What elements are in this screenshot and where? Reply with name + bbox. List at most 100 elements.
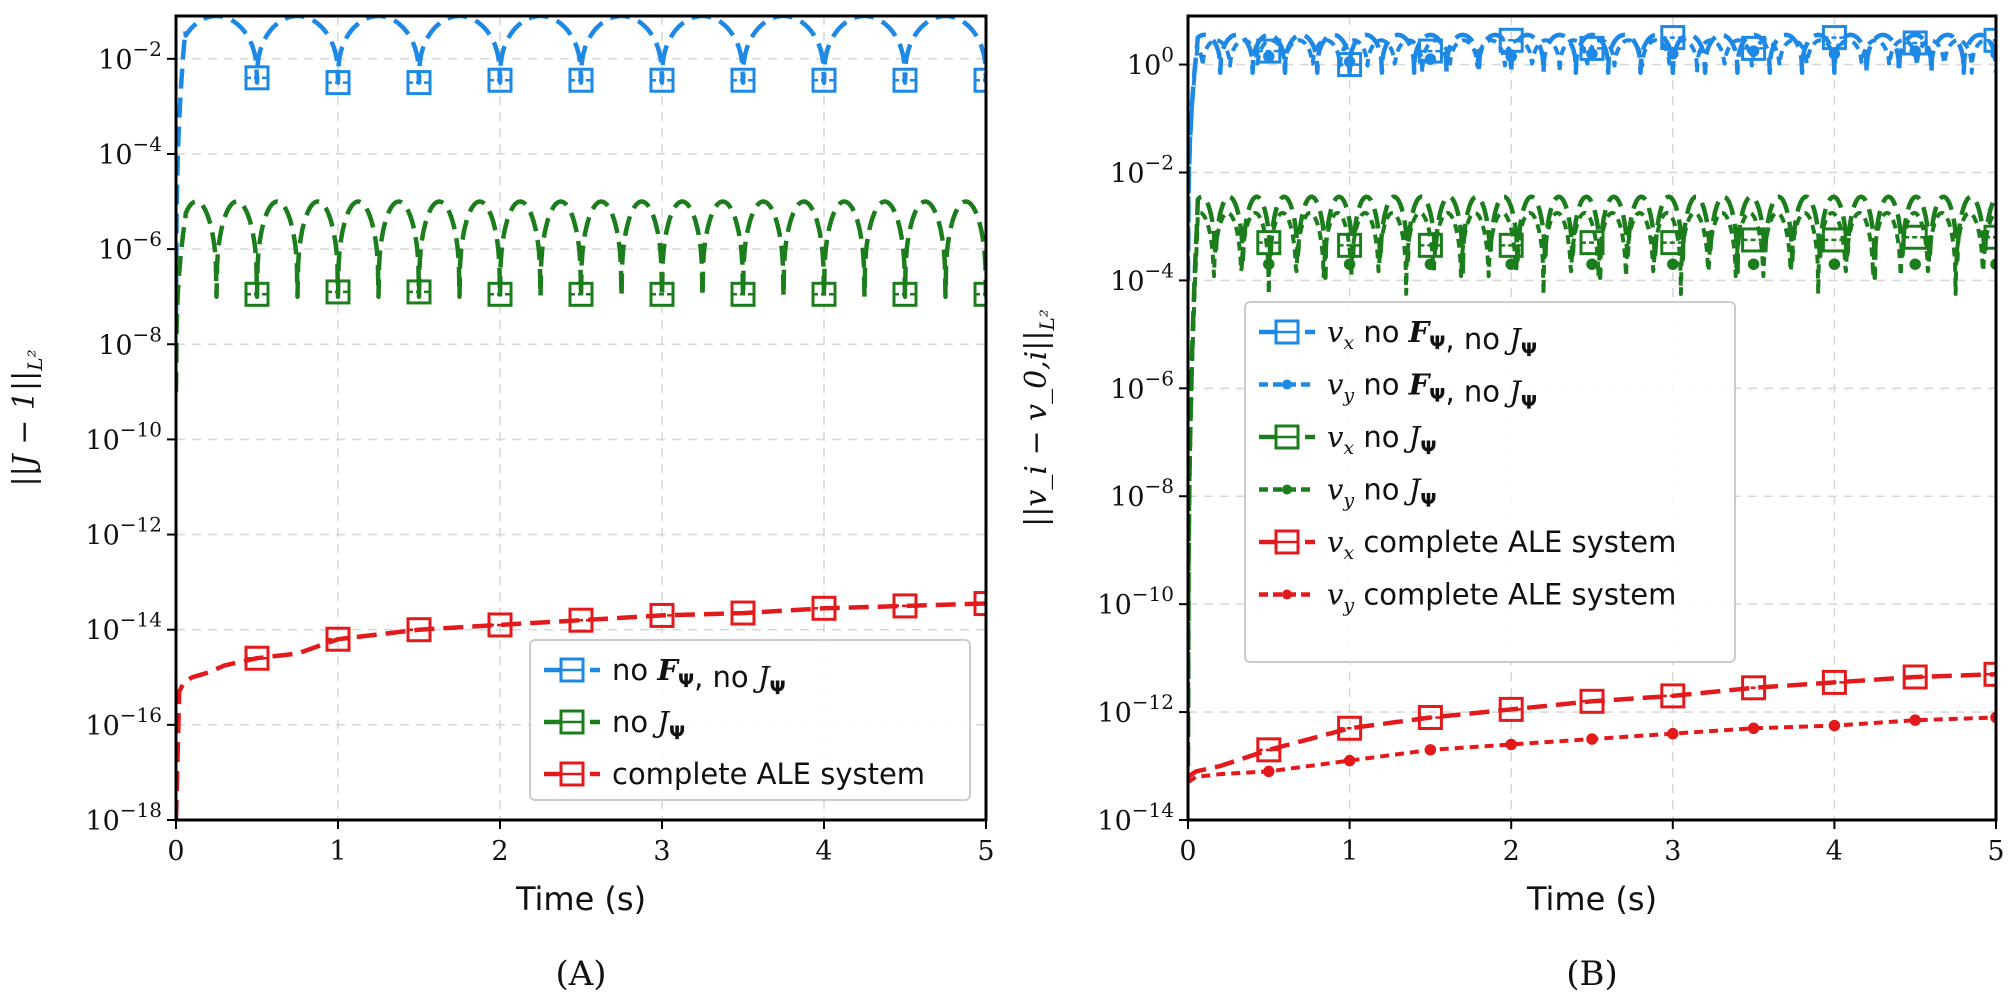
legend-entry: no JΨ: [544, 705, 685, 744]
legend: vx no FΨ, no JΨ vy no FΨ, no JΨ vx no JΨ vy…: [1244, 301, 1736, 663]
legend-marker-circle: [1282, 484, 1292, 495]
x-tick-label: 3: [1664, 836, 1681, 867]
legend-label: vy no FΨ, no JΨ: [1327, 368, 1537, 414]
series-5: [1188, 711, 1996, 784]
data-marker-circle: [1828, 719, 1841, 732]
y-tick-label: 10−2: [1110, 150, 1174, 189]
axes-frame: [174, 14, 988, 822]
legend-entry: complete ALE system: [544, 757, 925, 791]
legend-marker-circle: [1282, 589, 1292, 600]
plot-area: [1188, 25, 1996, 784]
y-tick-label: 10−16: [85, 703, 162, 742]
y-tick-label: 10−2: [98, 37, 162, 76]
y-tick-label: 10−10: [85, 417, 162, 456]
x-tick-label: 3: [653, 836, 670, 867]
y-tick-label: 10−8: [1110, 474, 1174, 513]
chart-panel-a: 0 1 2 3 4 5 10−18 10−16 10−14 10−12 10−10 10−8 10−6 1…: [7, 14, 995, 992]
y-tick-label: 10−6: [98, 227, 162, 266]
legend-label: complete ALE system: [612, 757, 925, 791]
y-tick-label: 10−8: [98, 322, 162, 361]
legend-entry: no FΨ, no JΨ: [544, 653, 786, 699]
legend-box: [529, 639, 971, 801]
data-marker-circle: [1909, 258, 1921, 270]
legend-label: vy no JΨ: [1327, 473, 1436, 512]
axes-frame: [1186, 14, 1998, 822]
legend-entry: vy complete ALE system: [1259, 578, 1676, 617]
legend-label: no FΨ, no JΨ: [612, 653, 786, 699]
x-tick-label: 2: [491, 836, 508, 867]
series-line: [1188, 32, 1996, 281]
x-tick-label: 5: [1987, 836, 2004, 867]
y-axis-title: ||v_i − v_0,i||L²: [1019, 309, 1059, 527]
legend-marker-circle: [1282, 379, 1292, 390]
panel-label: (B): [1566, 954, 1618, 992]
data-marker-circle: [1667, 48, 1679, 60]
data-marker-circle: [1424, 258, 1437, 270]
data-marker-circle: [1747, 722, 1760, 735]
data-marker-circle: [1343, 258, 1356, 270]
data-marker-circle: [1505, 258, 1517, 270]
data-marker-circle: [1586, 258, 1598, 270]
legend-label: vx no JΨ: [1327, 420, 1436, 459]
data-marker-circle: [1667, 258, 1679, 270]
series-line: [1188, 38, 1996, 281]
legend-label: vy complete ALE system: [1327, 578, 1676, 617]
y-tick-label: 10−12: [1097, 690, 1174, 729]
x-axis-title: Time (s): [1526, 880, 1657, 918]
series-0: [176, 16, 986, 321]
series-line: [1188, 211, 1996, 767]
x-tick-label: 0: [1179, 836, 1196, 867]
data-marker-circle: [1263, 258, 1275, 270]
legend-label: no JΨ: [612, 705, 685, 744]
data-marker-circle: [1747, 45, 1760, 57]
legend-entry: vx no JΨ: [1259, 420, 1436, 459]
x-tick-label: 1: [1341, 836, 1358, 867]
series-4: [1188, 661, 1996, 779]
y-tick-label: 10−14: [85, 608, 162, 647]
data-marker-circle: [1343, 754, 1356, 767]
data-marker-circle: [1586, 48, 1598, 60]
data-marker-circle: [1747, 258, 1760, 270]
legend-entry: vy no FΨ, no JΨ: [1259, 368, 1537, 414]
x-axis-title: Time (s): [515, 880, 646, 918]
legend-entry: vx complete ALE system: [1259, 525, 1676, 564]
data-marker-circle: [1424, 53, 1437, 65]
data-marker-circle: [1828, 48, 1841, 60]
y-tick-label: 10−4: [1110, 258, 1174, 297]
x-tick-label: 1: [329, 836, 346, 867]
x-tick-label: 5: [977, 836, 994, 867]
data-marker-circle: [1424, 744, 1437, 756]
series-line: [1188, 194, 1996, 767]
data-marker-circle: [1505, 50, 1517, 63]
y-tick-label: 10−14: [1097, 798, 1174, 837]
legend-entry: vx no FΨ, no JΨ: [1259, 315, 1537, 361]
legend-entry: vy no JΨ: [1259, 473, 1436, 512]
series-1: [1188, 38, 1996, 281]
y-tick-label: 10−10: [1097, 582, 1174, 621]
data-marker-circle: [1263, 765, 1275, 778]
data-marker-circle: [1667, 727, 1679, 740]
legend-label: vx no FΨ, no JΨ: [1327, 315, 1537, 361]
x-tick-label: 4: [815, 836, 832, 867]
data-marker-circle: [1505, 738, 1517, 751]
y-tick-label: 100: [1127, 43, 1174, 82]
series-line: [1188, 715, 1996, 784]
data-marker-circle: [1343, 56, 1356, 68]
data-marker-circle: [1263, 50, 1275, 63]
x-tick-label: 4: [1826, 836, 1843, 867]
series-line: [176, 16, 986, 321]
series-line: [176, 199, 986, 392]
chart-panel-b: 0 1 2 3 4 5 10−14 10−12 10−10 10−8 10−6 10−4 10−2 100…: [1019, 14, 2005, 992]
panel-label: (A): [555, 954, 606, 992]
x-tick-label: 2: [1503, 836, 1520, 867]
series-1: [176, 199, 986, 392]
legend-label: vx complete ALE system: [1327, 525, 1676, 564]
x-tick-label: 0: [167, 836, 184, 867]
y-tick-label: 10−6: [1110, 366, 1174, 405]
data-marker-circle: [1909, 714, 1921, 726]
data-marker-circle: [1828, 258, 1841, 270]
plot-area: [176, 16, 986, 820]
y-tick-label: 10−4: [98, 132, 162, 171]
y-axis-title: ||J − 1||L²: [7, 349, 47, 486]
